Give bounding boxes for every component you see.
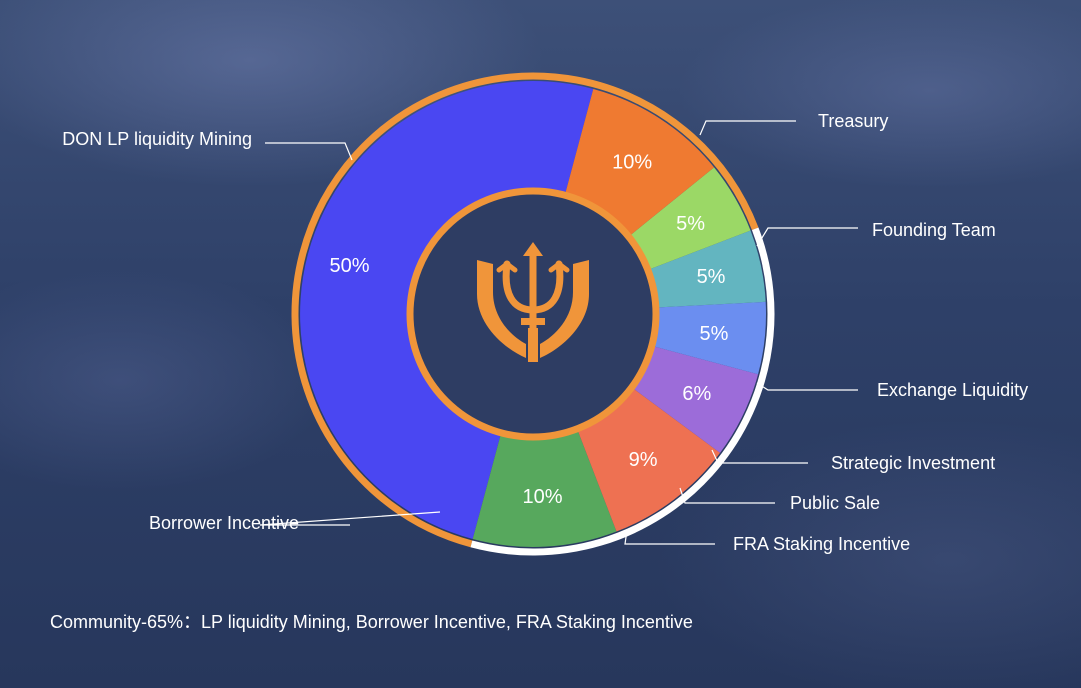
percent-label-borrower-incentive: 10% xyxy=(612,151,652,173)
percent-label-strategic-investment: 5% xyxy=(700,323,729,345)
slice-fra-staking-incentive xyxy=(630,167,751,269)
leader-line-strategic-investment xyxy=(711,449,808,464)
category-label-exchange-liquidity: Exchange Liquidity xyxy=(877,380,1028,400)
leader-line-don-lp-liquidity-mining xyxy=(265,142,353,161)
percent-label-public-sale: 5% xyxy=(697,266,726,288)
outer-ring xyxy=(291,72,775,556)
slice-public-sale xyxy=(650,230,766,308)
leader-line-treasury xyxy=(699,120,796,136)
leader-line-founding-team xyxy=(756,227,858,247)
percent-labels: 50% 10% 9% 6% 5% 5% 5% 10% xyxy=(329,151,728,507)
slice-don-lp-liquidity-mining xyxy=(300,81,594,540)
community-ring-arc xyxy=(291,72,759,548)
category-label-founding-team: Founding Team xyxy=(872,220,996,240)
slice-founding-team xyxy=(578,389,721,532)
other-ring-arc xyxy=(470,227,775,556)
category-label-public-sale: Public Sale xyxy=(790,493,880,513)
category-label-don-lp-liquidity-mining: DON LP liquidity Mining xyxy=(62,129,252,149)
percent-label-exchange-liquidity: 6% xyxy=(682,383,711,405)
slice-treasury xyxy=(472,431,617,547)
percent-label-treasury: 10% xyxy=(523,486,563,508)
percent-label-fra-staking-incentive: 5% xyxy=(676,213,705,235)
trident-shield-icon xyxy=(477,242,589,362)
leader-line-borrower-incentive xyxy=(259,511,441,526)
slices xyxy=(300,81,766,547)
slice-borrower-incentive xyxy=(565,88,715,235)
leader-line-exchange-liquidity xyxy=(756,382,858,391)
percent-label-don-lp-liquidity-mining: 50% xyxy=(329,255,369,277)
category-label-treasury: Treasury xyxy=(818,111,888,131)
leader-line-fra-staking-incentive xyxy=(624,529,715,545)
leader-lines xyxy=(259,120,858,545)
slice-strategic-investment xyxy=(654,301,766,375)
community-footnote: Community-65%：LP liquidity Mining, Borro… xyxy=(50,612,693,632)
category-label-borrower-incentive: Borrower Incentive xyxy=(149,513,299,533)
category-labels: DON LP liquidity Mining Treasury Founding … xyxy=(62,111,1028,554)
percent-label-founding-team: 9% xyxy=(629,449,658,471)
leader-line-public-sale xyxy=(679,487,775,504)
category-label-fra-staking-incentive: FRA Staking Incentive xyxy=(733,534,910,554)
category-label-strategic-investment: Strategic Investment xyxy=(831,453,995,473)
slice-exchange-liquidity xyxy=(634,346,759,453)
